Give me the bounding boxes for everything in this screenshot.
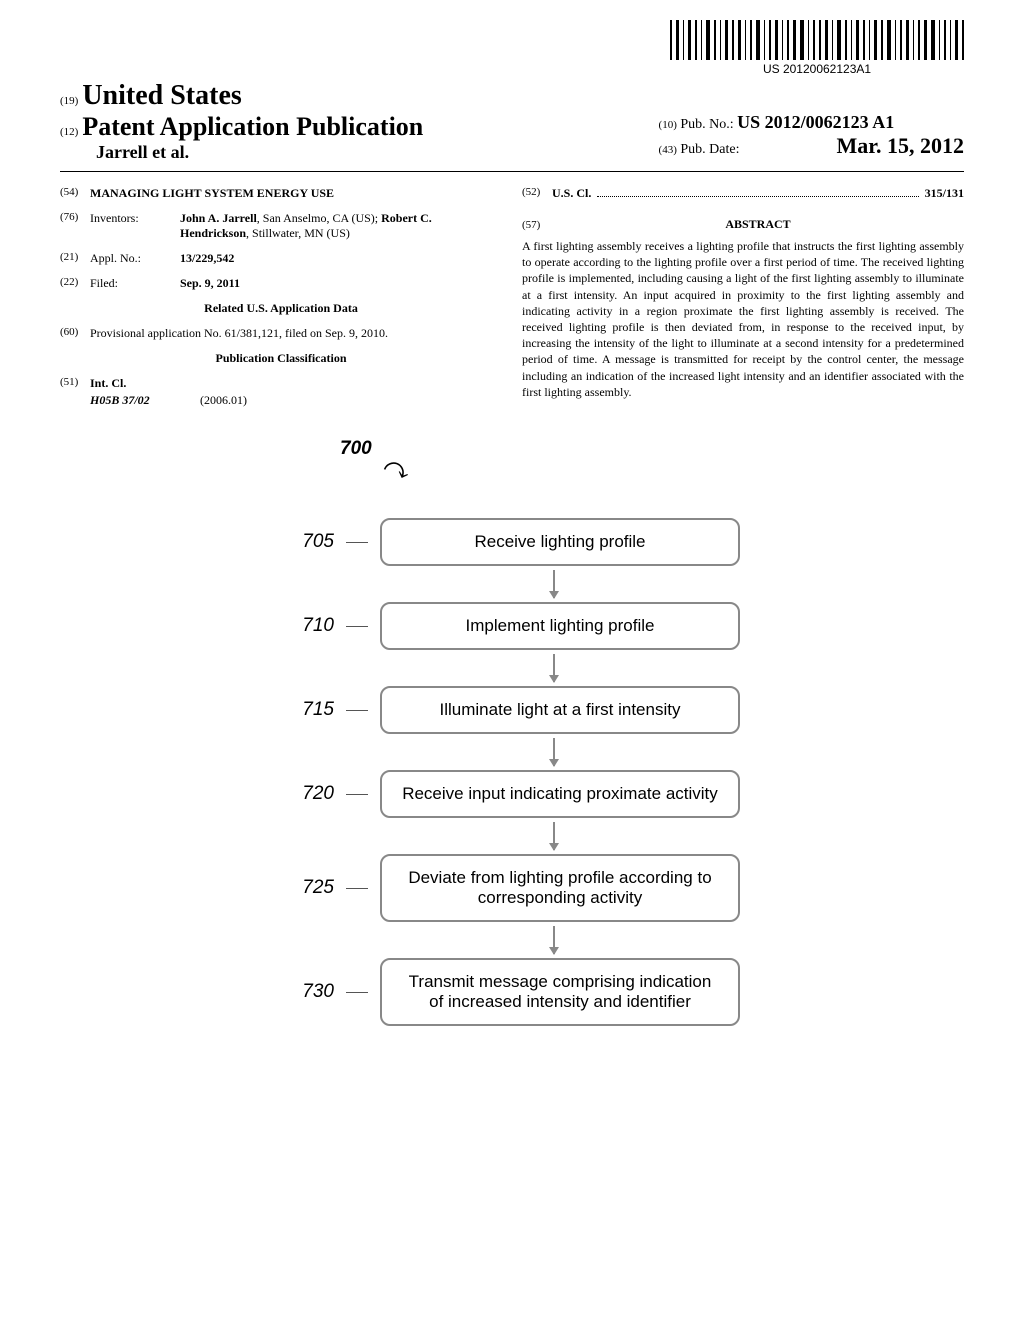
lead-line-icon bbox=[346, 794, 368, 795]
inventors-label: Inventors: bbox=[90, 211, 180, 241]
appl-no-value: 13/229,542 bbox=[180, 251, 502, 266]
inventor-1-loc: , San Anselmo, CA (US); bbox=[257, 211, 381, 225]
inventor-1-name: John A. Jarrell bbox=[180, 211, 257, 225]
field-num-21: (21) bbox=[60, 251, 90, 266]
flowchart-step-row: 730 Transmit message comprising indicati… bbox=[284, 958, 740, 1026]
field-num-52: (52) bbox=[522, 186, 552, 201]
field-num-12: (12) bbox=[60, 126, 78, 138]
body-columns: (54) MANAGING LIGHT SYSTEM ENERGY USE (7… bbox=[60, 186, 964, 408]
provisional-text: Provisional application No. 61/381,121, … bbox=[90, 326, 502, 341]
dots-fill bbox=[597, 196, 918, 197]
int-cl-label: Int. Cl. bbox=[90, 376, 502, 391]
flowchart-step-row: 725 Deviate from lighting profile accord… bbox=[284, 854, 740, 922]
field-num-51: (51) bbox=[60, 376, 90, 391]
us-cl-value: 315/131 bbox=[925, 186, 964, 201]
filed-value: Sep. 9, 2011 bbox=[180, 276, 502, 291]
field-num-10: (10) bbox=[659, 119, 677, 131]
step-num-725: 725 bbox=[284, 877, 334, 899]
abstract-heading: ABSTRACT bbox=[552, 217, 964, 232]
left-column: (54) MANAGING LIGHT SYSTEM ENERGY USE (7… bbox=[60, 186, 502, 408]
step-box-715: Illuminate light at a first intensity bbox=[380, 686, 740, 734]
step-num-715: 715 bbox=[284, 699, 334, 721]
field-num-22: (22) bbox=[60, 276, 90, 291]
lead-line-icon bbox=[346, 542, 368, 543]
step-num-710: 710 bbox=[284, 615, 334, 637]
lead-line-icon bbox=[346, 992, 368, 993]
lead-line-icon bbox=[346, 888, 368, 889]
lead-line-icon bbox=[346, 710, 368, 711]
figure-bracket-icon: ⤸ bbox=[382, 458, 412, 481]
int-cl-year: (2006.01) bbox=[200, 393, 247, 408]
step-box-730: Transmit message comprising indication o… bbox=[380, 958, 740, 1026]
flowchart-figure: 700 ⤸ 705 Receive lighting profile 710 I… bbox=[60, 438, 964, 1026]
barcode-text: US 20120062123A1 bbox=[670, 62, 964, 76]
int-cl-code: H05B 37/02 bbox=[90, 393, 200, 408]
barcode-graphic bbox=[670, 20, 964, 60]
publication-type: Patent Application Publication bbox=[82, 112, 423, 142]
step-num-705: 705 bbox=[284, 531, 334, 553]
pub-no-value: US 2012/0062123 A1 bbox=[737, 112, 894, 132]
pub-date-value: Mar. 15, 2012 bbox=[836, 133, 964, 158]
right-column: (52) U.S. Cl. 315/131 (57) ABSTRACT A fi… bbox=[522, 186, 964, 408]
pub-no-label: Pub. No.: bbox=[680, 117, 733, 132]
arrow-down-icon bbox=[553, 570, 555, 598]
field-num-43: (43) bbox=[659, 144, 677, 156]
abstract-text: A first lighting assembly receives a lig… bbox=[522, 238, 964, 400]
step-box-710: Implement lighting profile bbox=[380, 602, 740, 650]
field-num-60: (60) bbox=[60, 326, 90, 341]
patent-header: (19) United States (12) Patent Applicati… bbox=[60, 80, 964, 163]
field-num-57: (57) bbox=[522, 219, 552, 231]
flowchart-step-row: 710 Implement lighting profile bbox=[284, 602, 740, 650]
inventors-content: John A. Jarrell, San Anselmo, CA (US); R… bbox=[180, 211, 502, 241]
country-name: United States bbox=[82, 80, 241, 112]
flowchart-step-row: 705 Receive lighting profile bbox=[284, 518, 740, 566]
field-num-76: (76) bbox=[60, 211, 90, 241]
field-num-19: (19) bbox=[60, 95, 78, 107]
arrow-down-icon bbox=[553, 926, 555, 954]
us-cl-label: U.S. Cl. bbox=[552, 186, 591, 201]
invention-title: MANAGING LIGHT SYSTEM ENERGY USE bbox=[90, 186, 502, 201]
header-right: (10) Pub. No.: US 2012/0062123 A1 (43) P… bbox=[659, 112, 964, 159]
appl-no-label: Appl. No.: bbox=[90, 251, 180, 266]
inventor-2-loc: , Stillwater, MN (US) bbox=[246, 226, 350, 240]
barcode-area: US 20120062123A1 bbox=[670, 20, 964, 76]
step-box-705: Receive lighting profile bbox=[380, 518, 740, 566]
pub-classification-heading: Publication Classification bbox=[60, 351, 502, 366]
figure-number: 700 bbox=[340, 438, 372, 460]
header-divider bbox=[60, 171, 964, 172]
lead-line-icon bbox=[346, 626, 368, 627]
related-data-heading: Related U.S. Application Data bbox=[60, 301, 502, 316]
arrow-down-icon bbox=[553, 738, 555, 766]
step-num-730: 730 bbox=[284, 981, 334, 1003]
arrow-down-icon bbox=[553, 822, 555, 850]
filed-label: Filed: bbox=[90, 276, 180, 291]
step-box-720: Receive input indicating proximate activ… bbox=[380, 770, 740, 818]
step-box-725: Deviate from lighting profile according … bbox=[380, 854, 740, 922]
pub-date-label: Pub. Date: bbox=[680, 142, 739, 157]
field-num-54: (54) bbox=[60, 186, 90, 201]
flowchart-step-row: 720 Receive input indicating proximate a… bbox=[284, 770, 740, 818]
flowchart-step-row: 715 Illuminate light at a first intensit… bbox=[284, 686, 740, 734]
arrow-down-icon bbox=[553, 654, 555, 682]
step-num-720: 720 bbox=[284, 783, 334, 805]
